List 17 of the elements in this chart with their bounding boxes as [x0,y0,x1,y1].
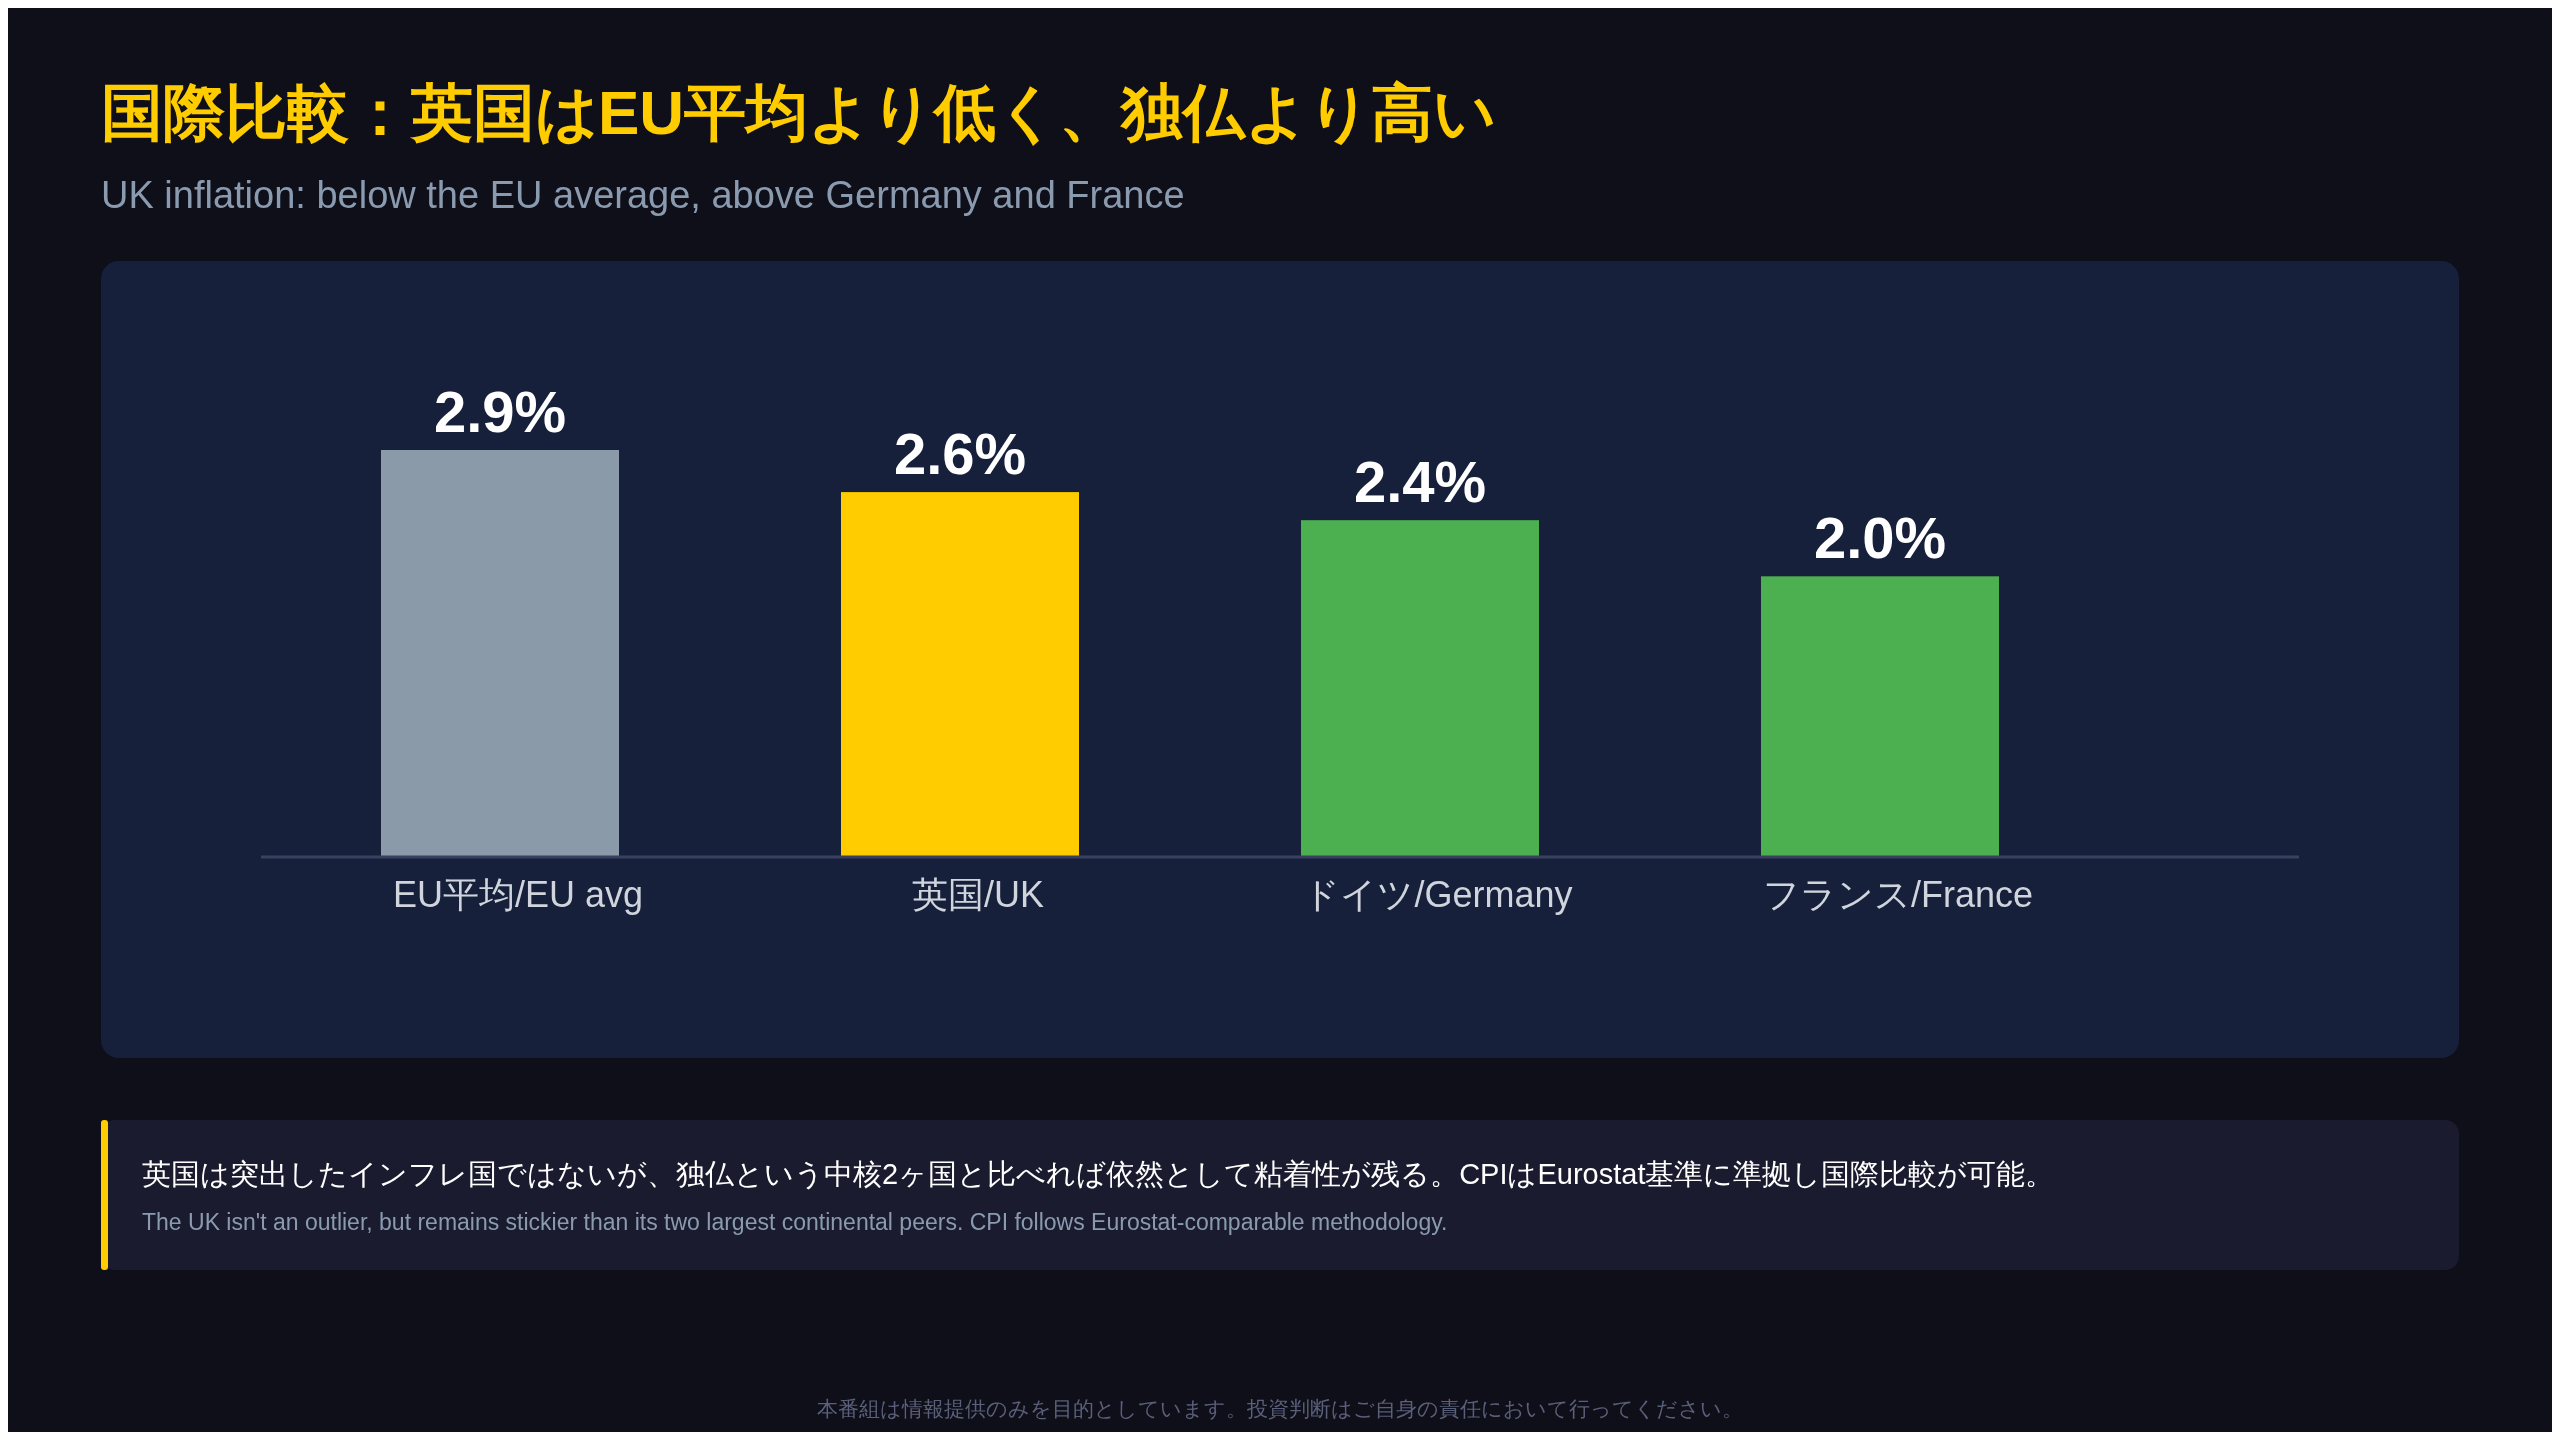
chart-title: 国際比較：英国はEU平均より低く、独仏より高い [101,78,1497,147]
bar [1301,520,1539,857]
data-label: 2.6% [893,421,1027,487]
bar [1761,576,1999,857]
x-tick-label: EU平均/EU avg [392,874,644,915]
text: 英国は突出したインフレ国ではないが、独仏という中核2ヶ国と比べれば依然として粘着性が残る。CPIはEurostat基準に準拠し国際比較が可能。 [142,1158,2055,1190]
chart-subtitle: UK inflation: below the EU average, above Germany and France [101,174,1185,216]
data-label: 2.9% [433,379,567,444]
bar [841,492,1079,857]
data-label: 2.4% [1353,449,1487,515]
x-tick-label: ドイツ/Germany [1303,874,1573,915]
text: 本番組は情報提供のみを目的としています。投資判断はご自身の責任において行ってください。 [817,1397,1743,1420]
text: The UK isn't an outlier, but remains stickier than its two largest continental peers. CPI follows Eurostat-comparable methodology. [142,1209,1448,1235]
x-tick-label: 英国/UK [911,874,1045,915]
x-tick-label: フランス/France [1762,874,2034,915]
bar [381,450,619,857]
data-label: 2.0% [1813,505,1947,571]
